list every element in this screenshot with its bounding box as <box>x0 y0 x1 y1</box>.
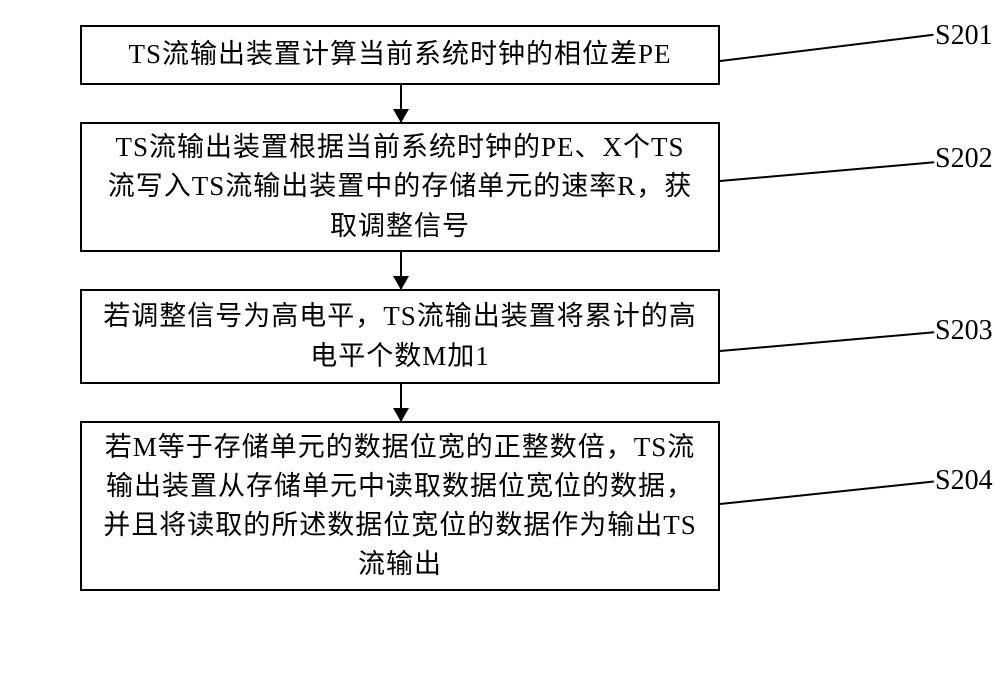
arrow-icon <box>393 276 409 290</box>
step-text-s201: TS流输出装置计算当前系统时钟的相位差PE <box>128 35 671 74</box>
connector-2 <box>400 252 402 289</box>
step-label-s201: S201 <box>935 20 993 52</box>
leader-line-s201 <box>720 34 934 62</box>
connector-1 <box>400 85 402 122</box>
flowchart-container: TS流输出装置计算当前系统时钟的相位差PE TS流输出装置根据当前系统时钟的PE… <box>80 25 920 591</box>
step-text-s204: 若M等于存储单元的数据位宽的正整数倍，TS流输出装置从存储单元中读取数据位宽位的… <box>102 428 698 585</box>
step-text-s202: TS流输出装置根据当前系统时钟的PE、X个TS流写入TS流输出装置中的存储单元的… <box>102 128 698 245</box>
connector-3 <box>400 384 402 421</box>
step-box-s204: 若M等于存储单元的数据位宽的正整数倍，TS流输出装置从存储单元中读取数据位宽位的… <box>80 421 720 591</box>
arrow-icon <box>393 408 409 422</box>
step-label-s204: S204 <box>935 465 993 497</box>
step-box-s202: TS流输出装置根据当前系统时钟的PE、X个TS流写入TS流输出装置中的存储单元的… <box>80 122 720 252</box>
step-text-s203: 若调整信号为高电平，TS流输出装置将累计的高电平个数M加1 <box>102 297 698 375</box>
step-box-s201: TS流输出装置计算当前系统时钟的相位差PE <box>80 25 720 85</box>
arrow-icon <box>393 109 409 123</box>
step-label-s202: S202 <box>935 143 993 175</box>
leader-line-s202 <box>720 161 934 182</box>
step-label-s203: S203 <box>935 315 993 347</box>
leader-line-s203 <box>720 331 934 352</box>
leader-line-s204 <box>720 481 934 505</box>
step-box-s203: 若调整信号为高电平，TS流输出装置将累计的高电平个数M加1 <box>80 289 720 384</box>
